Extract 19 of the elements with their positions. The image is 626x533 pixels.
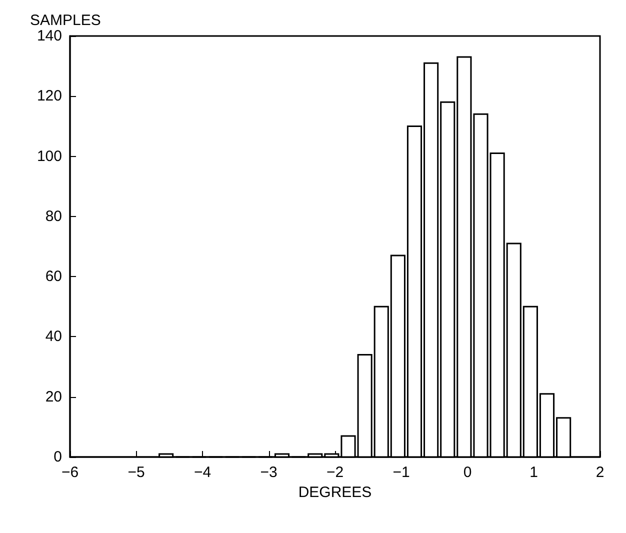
y-tick-label: 120 xyxy=(36,88,62,105)
y-axis-title: SAMPLES xyxy=(30,12,101,29)
x-tick-label: 2 xyxy=(596,464,604,481)
x-tick-label: −6 xyxy=(61,464,79,481)
x-tick-label: −3 xyxy=(260,464,278,481)
x-axis-title: DEGREES xyxy=(298,484,372,501)
y-tick-label: 20 xyxy=(45,388,62,406)
x-tick-label: 0 xyxy=(463,464,472,481)
y-tick-label: 100 xyxy=(36,148,62,165)
y-tick-label: 0 xyxy=(54,448,62,466)
x-tick-label: −2 xyxy=(326,464,344,481)
y-tick-label: 140 xyxy=(36,28,62,44)
x-tick-label: −1 xyxy=(392,464,410,481)
x-tick-label: −4 xyxy=(194,464,212,481)
x-tick-label: −5 xyxy=(128,464,145,481)
y-tick-label: 40 xyxy=(45,328,62,346)
y-tick-label: 60 xyxy=(45,268,62,286)
x-tick-label: 1 xyxy=(530,464,538,481)
y-tick-label: 80 xyxy=(45,208,62,225)
